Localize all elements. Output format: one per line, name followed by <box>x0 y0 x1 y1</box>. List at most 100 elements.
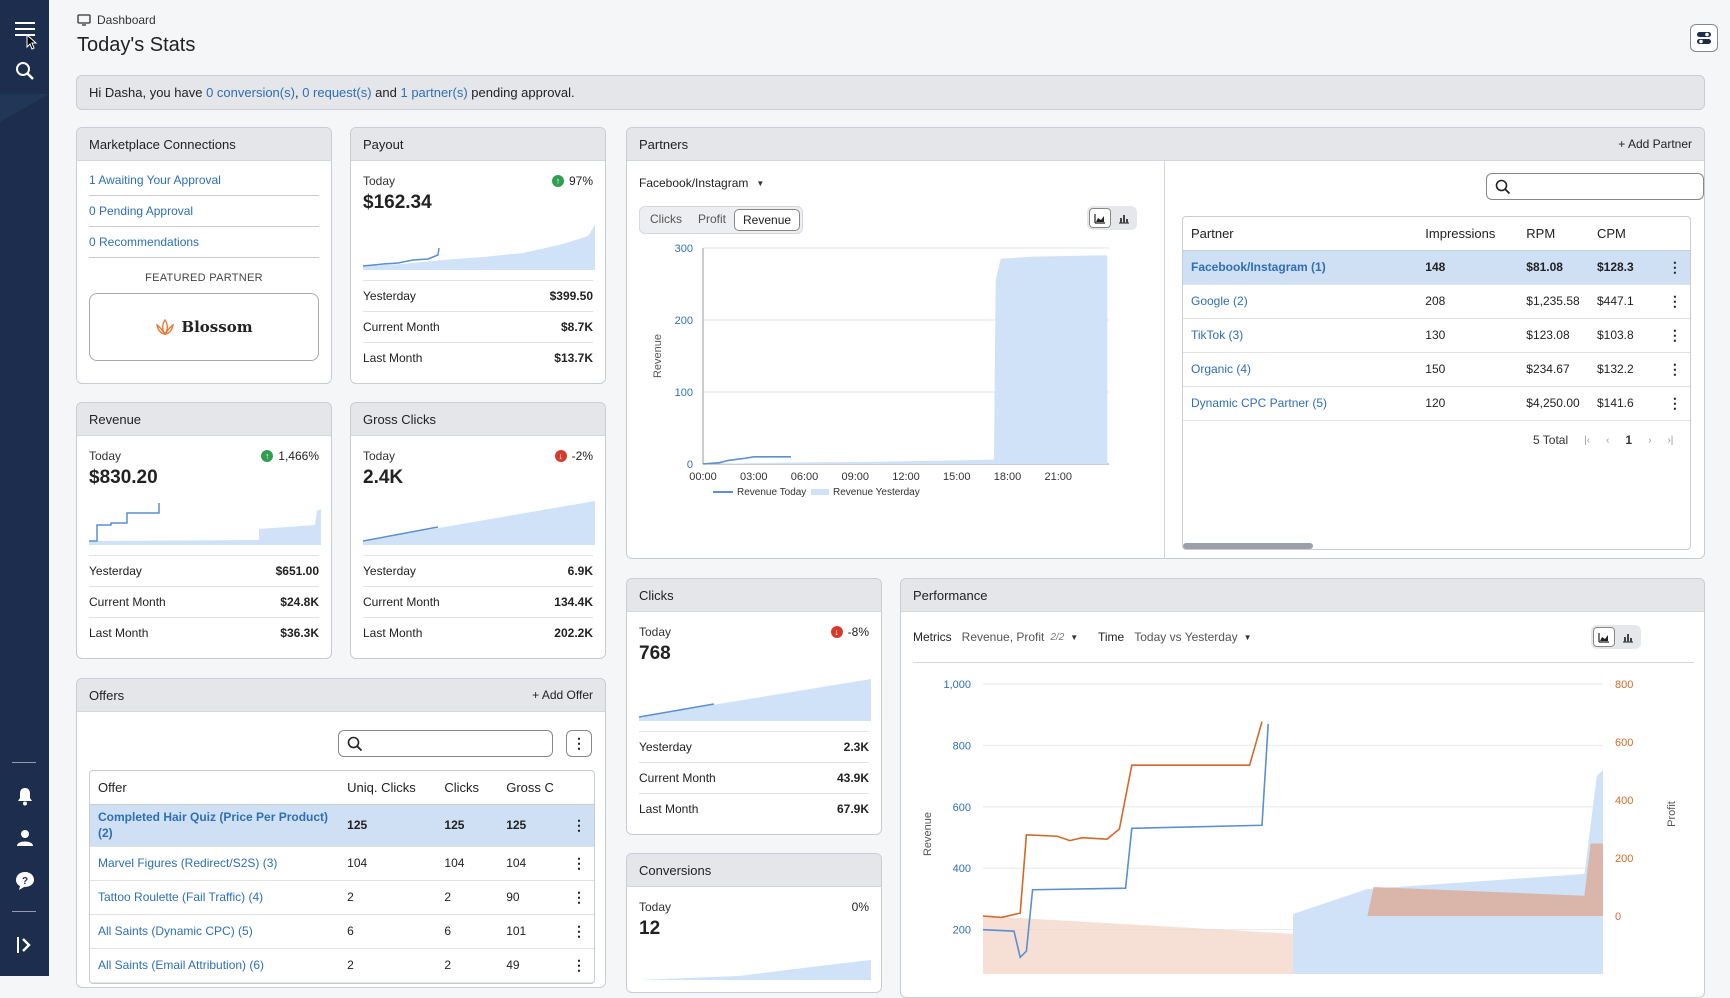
help-icon[interactable]: ? <box>12 868 37 893</box>
user-icon[interactable] <box>12 825 37 850</box>
current-page[interactable]: 1 <box>1625 433 1633 447</box>
row-menu-icon[interactable]: ⋮ <box>563 804 594 847</box>
table-row[interactable]: Organic (4) 150 $234.67 $132.2 ⋮ <box>1183 352 1690 387</box>
metrics-value: Revenue, Profit <box>961 630 1045 644</box>
row-menu-icon[interactable]: ⋮ <box>1659 352 1690 387</box>
offer-link[interactable]: All Saints (Email Attribution) (6) <box>98 958 265 972</box>
partners-pagination: 5 Total |‹ ‹ 1 › ›| <box>1533 433 1673 447</box>
offer-link[interactable]: Tattoo Roulette (Fail Traffic) (4) <box>98 890 264 904</box>
row-menu-icon[interactable]: ⋮ <box>563 846 594 881</box>
search-icon[interactable] <box>12 58 37 83</box>
expand-icon[interactable] <box>12 932 37 957</box>
next-page-icon[interactable]: › <box>1648 434 1652 446</box>
column-header[interactable]: Uniq. Clicks <box>339 771 437 805</box>
partner-link[interactable]: TikTok (3) <box>1191 328 1244 342</box>
table-cell: 208 <box>1417 284 1519 319</box>
settings-toggle-button[interactable] <box>1690 24 1718 52</box>
awaiting-approval-link[interactable]: 1 Awaiting Your Approval <box>89 165 319 196</box>
y-tick-label: 300 <box>675 243 693 255</box>
column-header[interactable]: CPM <box>1588 217 1660 251</box>
offer-link[interactable]: Completed Hair Quiz (Price Per Product) … <box>98 810 329 840</box>
tab-profit[interactable]: Profit <box>698 212 727 226</box>
row-label: Last Month <box>363 626 423 640</box>
row-menu-icon[interactable]: ⋮ <box>1659 250 1690 285</box>
row-menu-icon[interactable]: ⋮ <box>1659 386 1690 421</box>
column-header[interactable]: Offer <box>90 771 340 805</box>
partner-selector-dropdown[interactable]: Facebook/Instagram ▼ <box>639 176 764 190</box>
area-chart-icon[interactable] <box>1593 627 1615 647</box>
partner-link[interactable]: Google (2) <box>1191 294 1248 308</box>
metrics-filter[interactable]: Metrics Revenue, Profit 2/2 ▼ <box>913 630 1078 644</box>
requests-link[interactable]: 0 request(s) <box>302 85 372 100</box>
offer-link[interactable]: Marvel Figures (Redirect/S2S) (3) <box>98 856 278 870</box>
bell-icon[interactable] <box>12 783 37 808</box>
column-header[interactable]: Impressions <box>1417 217 1519 251</box>
tab-clicks[interactable]: Clicks <box>650 212 682 226</box>
prev-page-icon[interactable]: ‹ <box>1606 434 1610 446</box>
table-row[interactable]: Google (2) 208 $1,235.58 $447.1 ⋮ <box>1183 284 1690 319</box>
partner-link[interactable]: Organic (4) <box>1191 362 1252 376</box>
partners-search-input[interactable] <box>1486 173 1704 200</box>
stat-row: Last Month 67.9K <box>639 793 869 824</box>
partners-link[interactable]: 1 partner(s) <box>400 85 468 100</box>
legend-label: Revenue Today <box>737 487 806 498</box>
offers-search-input[interactable] <box>338 730 553 757</box>
table-cell: $132.2 <box>1588 352 1660 387</box>
row-menu-icon[interactable]: ⋮ <box>563 880 594 915</box>
area-chart-icon[interactable] <box>1089 208 1111 228</box>
marketplace-connections-card: Marketplace Connections 1 Awaiting Your … <box>76 127 332 384</box>
table-row[interactable]: Tattoo Roulette (Fail Traffic) (4) 2 2 9… <box>90 880 594 915</box>
card-title: Revenue <box>89 412 142 427</box>
offer-link[interactable]: All Saints (Dynamic CPC) (5) <box>98 924 253 938</box>
today-label: Today <box>363 449 396 463</box>
stat-value: $162.34 <box>363 192 432 213</box>
table-row[interactable]: All Saints (Email Attribution) (6) 2 2 4… <box>90 948 594 983</box>
column-header[interactable]: Clicks <box>436 771 499 805</box>
table-cell: 49 <box>498 948 564 983</box>
conversions-link[interactable]: 0 conversion(s) <box>206 85 295 100</box>
row-menu-icon[interactable]: ⋮ <box>563 948 594 983</box>
last-page-icon[interactable]: ›| <box>1667 434 1674 446</box>
horizontal-scrollbar[interactable] <box>1183 543 1313 549</box>
time-filter[interactable]: Time Today vs Yesterday ▼ <box>1098 630 1252 644</box>
table-cell: $103.8 <box>1588 318 1660 353</box>
partner-link[interactable]: Dynamic CPC Partner (5) <box>1191 396 1328 410</box>
percent-text: 0% <box>851 900 869 914</box>
y-tick-label: 200 <box>675 315 693 327</box>
row-menu-icon[interactable]: ⋮ <box>563 914 594 949</box>
table-row[interactable]: Marvel Figures (Redirect/S2S) (3) 104 10… <box>90 846 594 881</box>
recommendations-link[interactable]: 0 Recommendations <box>89 227 319 258</box>
table-row[interactable]: TikTok (3) 130 $123.08 $103.8 ⋮ <box>1183 318 1690 353</box>
add-partner-button[interactable]: + Add Partner <box>1618 137 1692 151</box>
column-header[interactable]: Partner <box>1183 217 1418 251</box>
offers-menu-button[interactable]: ⋮ <box>566 730 592 757</box>
menu-icon[interactable] <box>12 16 37 41</box>
table-row[interactable]: Completed Hair Quiz (Price Per Product) … <box>90 804 594 847</box>
add-offer-button[interactable]: + Add Offer <box>532 688 593 702</box>
x-tick-label: 12:00 <box>892 471 920 483</box>
first-page-icon[interactable]: |‹ <box>1584 434 1591 446</box>
row-menu-icon[interactable]: ⋮ <box>1659 284 1690 319</box>
x-tick-label: 15:00 <box>943 471 971 483</box>
performance-chart: 200 400 600 800 1,000 0 200 400 600 800 Revenue Pro… <box>922 679 1678 974</box>
x-tick-label: 09:00 <box>841 471 869 483</box>
pending-approval-link[interactable]: 0 Pending Approval <box>89 196 319 227</box>
column-header[interactable]: RPM <box>1518 217 1589 251</box>
row-menu-icon[interactable]: ⋮ <box>1659 318 1690 353</box>
table-row[interactable]: Facebook/Instagram (1) 148 $81.08 $128.3… <box>1183 250 1690 285</box>
bar-chart-icon[interactable] <box>1113 208 1135 228</box>
row-value: 134.4K <box>554 595 593 609</box>
x-tick-label: 06:00 <box>791 471 819 483</box>
table-row[interactable]: All Saints (Dynamic CPC) (5) 6 6 101 ⋮ <box>90 914 594 949</box>
table-row[interactable]: Dynamic CPC Partner (5) 120 $4,250.00 $1… <box>1183 386 1690 421</box>
bar-chart-icon[interactable] <box>1617 627 1639 647</box>
performance-divider <box>913 662 1694 663</box>
x-tick-label: 00:00 <box>689 471 717 483</box>
column-header[interactable]: Gross C <box>498 771 564 805</box>
tab-revenue[interactable]: Revenue <box>734 209 801 231</box>
table-cell: $4,250.00 <box>1518 386 1589 421</box>
featured-partner-label: FEATURED PARTNER <box>145 272 263 284</box>
breadcrumb-label[interactable]: Dashboard <box>97 13 156 27</box>
partner-link[interactable]: Facebook/Instagram (1) <box>1191 260 1326 274</box>
featured-partner-card[interactable]: Blossom <box>89 293 319 361</box>
